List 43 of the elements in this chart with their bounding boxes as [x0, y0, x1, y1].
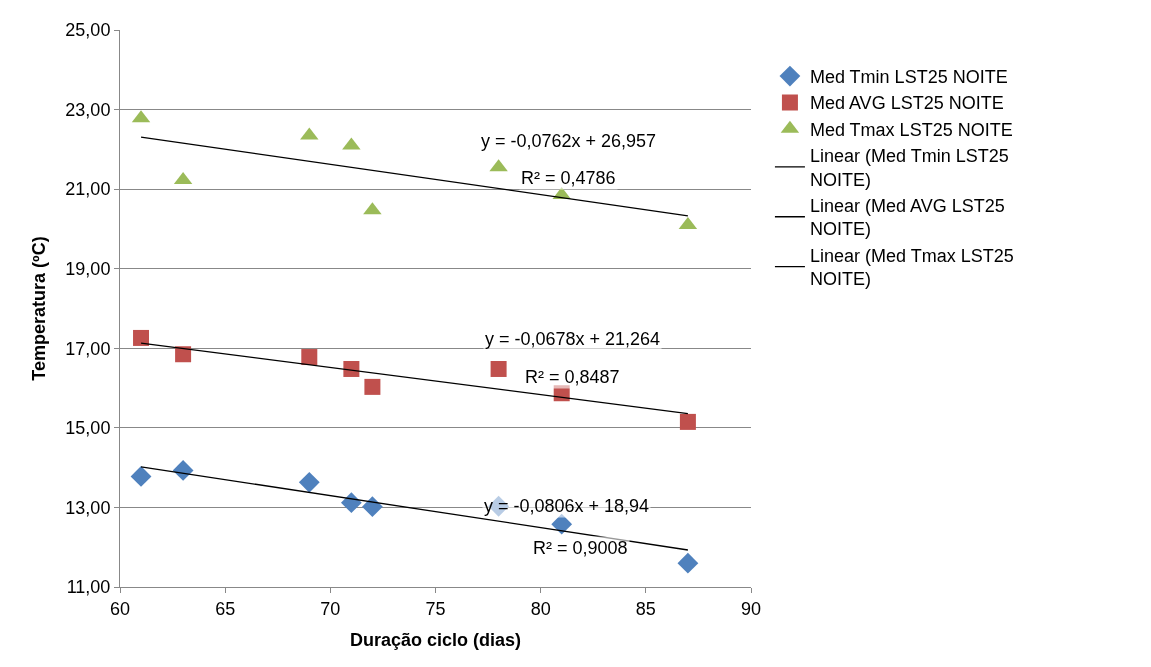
annotation: y = -0,0678x + 21,264	[485, 329, 661, 349]
legend-label: Med AVG LST25 NOITE	[809, 93, 1004, 114]
point	[301, 349, 318, 366]
point	[362, 496, 383, 518]
annotation: R² = 0,8487	[525, 367, 620, 387]
point	[298, 471, 320, 493]
legend-label: Linear (Med Tmax LST25 NOITE)	[809, 245, 1014, 290]
x-tick-label: 80	[530, 598, 551, 619]
point	[490, 360, 507, 377]
x-axis-title: Duração ciclo (dias)	[349, 629, 522, 650]
y-tick-label: 17,00	[65, 338, 111, 359]
x-tick-label: 60	[109, 598, 131, 619]
point	[343, 360, 360, 377]
point	[364, 378, 381, 395]
point	[130, 466, 152, 487]
point	[175, 346, 192, 363]
point	[679, 413, 696, 430]
annotation: y = -0,0806x + 18,94	[484, 496, 650, 516]
legend-label: Med Tmax LST25 NOITE	[809, 119, 1013, 140]
y-tick-label: 21,00	[65, 179, 111, 200]
point	[551, 513, 573, 535]
x-tick-label: 90	[740, 598, 762, 619]
legend-label: Med Tmin LST25 NOITE	[809, 67, 1008, 88]
legend-label: Linear (Med AVG LST25 NOITE)	[809, 196, 1005, 240]
point	[677, 552, 699, 574]
point	[133, 329, 150, 346]
annotation: y = -0,0762x + 26,957	[481, 131, 657, 151]
y-tick-label: 25,00	[65, 20, 111, 41]
y-tick-label: 19,00	[65, 259, 111, 280]
x-tick-label: 75	[425, 598, 446, 619]
point	[340, 492, 362, 514]
x-tick-label: 65	[215, 598, 236, 619]
y-axis-title: Temperatura (ºC)	[28, 236, 49, 381]
y-tick-label: 13,00	[65, 497, 111, 518]
legend-label: Linear (Med Tmin LST25 NOITE)	[809, 146, 1009, 190]
annotation: R² = 0,9008	[533, 538, 628, 558]
x-tick-label: 70	[320, 598, 341, 619]
y-tick-label: 23,00	[65, 99, 111, 120]
annotation: R² = 0,4786	[521, 168, 616, 188]
y-tick-label: 15,00	[65, 418, 111, 439]
point	[553, 385, 570, 402]
y-tick-label: 11,00	[66, 577, 111, 598]
x-tick-label: 85	[635, 598, 656, 619]
